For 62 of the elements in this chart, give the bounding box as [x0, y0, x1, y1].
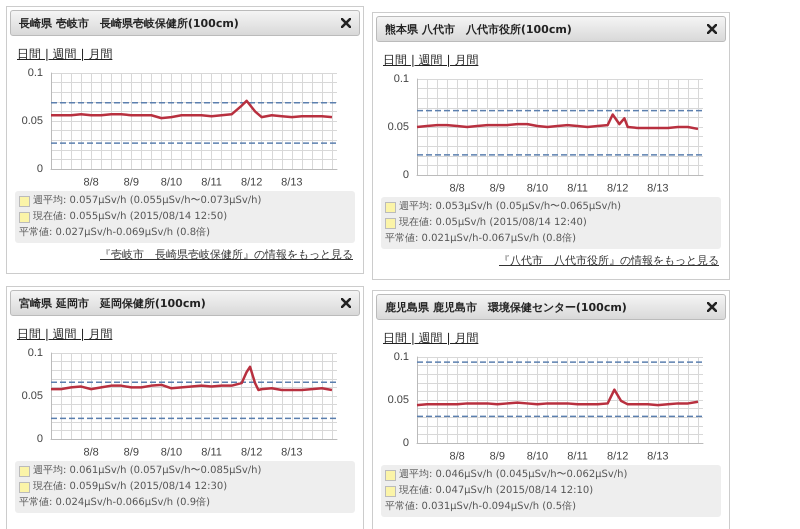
text: 平常値: 0.027μSv/h-0.069μSv/h (0.8倍) [19, 226, 210, 240]
x-tick-label: 8/10 [526, 182, 548, 194]
x-tick-label: 8/11 [567, 450, 588, 462]
x-tick-label: 8/12 [240, 446, 262, 458]
x-tick-label: 8/9 [124, 176, 139, 188]
text: 現在値: 0.047μSv/h (2015/08/14 12:10) [399, 484, 594, 498]
x-tick-label: 8/11 [567, 182, 588, 194]
x-tick-label: 8/9 [490, 182, 505, 194]
x-tick-label: 8/9 [490, 450, 505, 462]
y-tick-label: 0.1 [28, 67, 43, 79]
y-tick-label: 0 [36, 433, 43, 445]
x-tick-label: 8/10 [160, 446, 182, 458]
chart-title: 宮崎県 延岡市 延岡保健所(100cm) [19, 296, 206, 310]
line-series [416, 388, 700, 406]
x-tick-label: 8/10 [526, 450, 548, 462]
x-tick-label: 8/9 [124, 446, 139, 458]
y-tick-label: 0.05 [22, 390, 43, 402]
y-tick-label: 0 [402, 169, 409, 181]
text: 日間 | 週間 | 月間 [383, 330, 480, 347]
y-tick-label: 0 [402, 437, 409, 449]
x-tick-label: 8/12 [606, 182, 628, 194]
y-tick-label: 0.1 [394, 351, 409, 363]
x-tick-label: 8/8 [83, 446, 99, 458]
x-tick-label: 8/11 [201, 176, 222, 188]
y-tick-label: 0.1 [28, 347, 43, 359]
text: 『八代市 八代市役所』の情報をもっと見る [498, 253, 719, 268]
text: 週平均: 0.053μSv/h (0.05μSv/h〜0.065μSv/h) [399, 200, 622, 214]
y-tick-label: 0.1 [394, 73, 409, 85]
text: 日間 | 週間 | 月間 [17, 46, 114, 63]
x-tick-label: 8/11 [201, 446, 222, 458]
x-tick-label: 8/13 [647, 450, 669, 462]
chart-title: 熊本県 八代市 八代市役所(100cm) [385, 22, 572, 36]
x-tick-label: 8/8 [449, 182, 465, 194]
text: 日間 | 週間 | 月間 [17, 326, 114, 343]
x-tick-label: 8/13 [281, 176, 303, 188]
y-tick-label: 0.05 [388, 394, 409, 406]
line-series [50, 100, 334, 120]
text: 週平均: 0.057μSv/h (0.055μSv/h〜0.073μSv/h) [33, 194, 262, 208]
y-tick-label: 0.05 [388, 121, 409, 133]
line-series [416, 113, 700, 130]
text: 週平均: 0.046μSv/h (0.045μSv/h〜0.062μSv/h) [399, 468, 628, 482]
chart-title: 鹿児島県 鹿児島市 環境保健センター(100cm) [385, 300, 627, 314]
x-tick-label: 8/13 [281, 446, 303, 458]
x-tick-label: 8/8 [83, 176, 99, 188]
chart-title: 長崎県 壱岐市 長崎県壱岐保健所(100cm) [19, 16, 239, 30]
x-tick-label: 8/12 [606, 450, 628, 462]
x-tick-label: 8/13 [647, 182, 669, 194]
x-tick-label: 8/8 [449, 450, 465, 462]
text: 日間 | 週間 | 月間 [383, 52, 480, 69]
text: 平常値: 0.021μSv/h-0.067μSv/h (0.8倍) [385, 232, 576, 246]
text: 現在値: 0.05μSv/h (2015/08/14 12:40) [399, 216, 587, 230]
text: 現在値: 0.055μSv/h (2015/08/14 12:50) [33, 210, 228, 224]
text: 週平均: 0.061μSv/h (0.057μSv/h〜0.085μSv/h) [33, 464, 262, 478]
text: 『壱岐市 長崎県壱岐保健所』の情報をもっと見る [99, 247, 353, 262]
line-series [50, 366, 334, 392]
x-tick-label: 8/10 [160, 176, 182, 188]
x-tick-label: 8/12 [240, 176, 262, 188]
text: 現在値: 0.059μSv/h (2015/08/14 12:30) [33, 480, 228, 494]
text: 平常値: 0.031μSv/h-0.094μSv/h (0.5倍) [385, 500, 576, 514]
y-tick-label: 0.05 [22, 115, 43, 127]
y-tick-label: 0 [36, 163, 43, 175]
text: 平常値: 0.024μSv/h-0.066μSv/h (0.9倍) [19, 496, 210, 510]
